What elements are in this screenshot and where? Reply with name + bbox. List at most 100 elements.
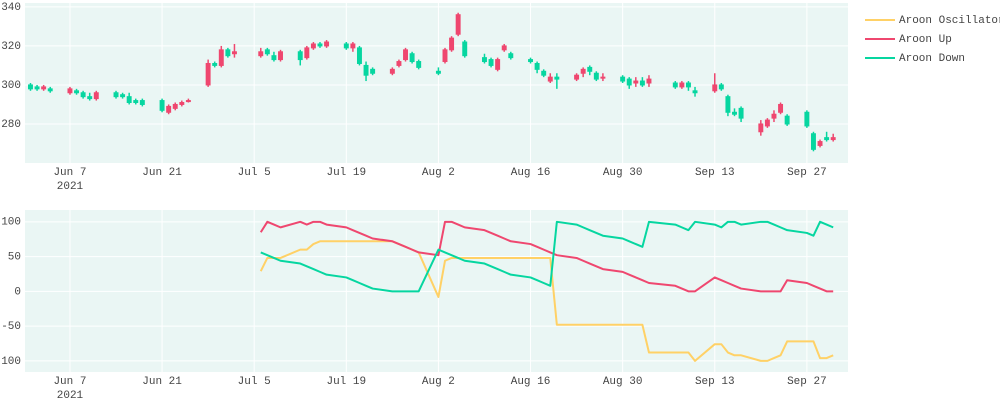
candle-body (310, 43, 316, 49)
candle-body (363, 64, 369, 76)
candle-body (159, 100, 165, 111)
candle-body (462, 41, 468, 57)
x-tick-label: Jun 7 (53, 376, 86, 388)
y-tick-label: 320 (1, 41, 21, 53)
candle-body (41, 86, 47, 90)
x-tick-label: Sep 27 (787, 376, 827, 388)
candle-body (758, 123, 764, 133)
candle-body (574, 74, 580, 80)
candle-body (442, 49, 448, 63)
candle-body (554, 76, 560, 80)
candle-body (218, 49, 224, 66)
x-tick-label: Jun 21 (142, 376, 182, 388)
x-year-label: 2021 (57, 390, 84, 400)
candle-body (639, 80, 645, 86)
x-tick-label: Jun 21 (142, 167, 182, 179)
candle-body (350, 43, 356, 49)
candle-body (732, 111, 737, 115)
x-tick-label: Jul 5 (238, 376, 271, 388)
candle-body (370, 68, 376, 74)
legend-label: Aroon Up (899, 34, 952, 46)
candle-body (449, 37, 455, 51)
x-tick-label: Sep 13 (695, 376, 735, 388)
series-line (259, 240, 834, 362)
x-tick-label: Aug 30 (603, 167, 643, 179)
x-tick-label: Aug 30 (603, 376, 643, 388)
x-tick-label: Jul 19 (326, 167, 366, 179)
candle-body (80, 92, 86, 98)
x-year-label: 2021 (57, 181, 84, 193)
legend-label: Aroon Down (899, 53, 965, 65)
candle-body (620, 76, 626, 82)
candle-body (396, 61, 402, 66)
candle-body (541, 70, 547, 76)
x-tick-label: Jul 19 (326, 376, 366, 388)
candle-body (28, 84, 33, 90)
y-tick-label: 50 (8, 251, 21, 263)
y-tick-label: -100 (0, 356, 21, 368)
candle-body (508, 53, 514, 59)
candle-body (679, 82, 685, 88)
candle-body (264, 49, 270, 55)
x-tick-label: Aug 16 (511, 376, 551, 388)
candle-body (810, 133, 816, 150)
candle-body (185, 100, 191, 103)
candle-body (74, 90, 80, 94)
candle-body (317, 43, 323, 47)
candle-body (389, 68, 395, 74)
candle-body (87, 96, 93, 100)
candle-body (672, 82, 678, 88)
candle-body (580, 68, 586, 74)
y-tick-label: 100 (1, 217, 21, 229)
y-tick-label: 280 (1, 119, 21, 131)
candle-body (633, 80, 639, 84)
candle-body (324, 41, 330, 47)
x-tick-label: Sep 27 (787, 167, 827, 179)
candle-body (416, 61, 422, 68)
candle-body (738, 107, 744, 119)
candle-body (771, 113, 777, 119)
candle-body (179, 102, 185, 105)
candle-body (212, 62, 218, 66)
candle-body (133, 100, 139, 104)
candle-body (501, 45, 507, 51)
candle-body (356, 47, 362, 64)
candle-body (593, 72, 599, 80)
candle-body (764, 119, 770, 127)
candle-body (488, 59, 494, 66)
candle-body (830, 137, 836, 141)
candle-body (271, 55, 277, 61)
candle-body (258, 51, 264, 57)
candle-body (495, 59, 501, 70)
plot-background (25, 3, 848, 163)
candle-body (778, 103, 784, 113)
x-tick-label: Aug 2 (422, 167, 455, 179)
x-tick-label: Aug 2 (422, 376, 455, 388)
candle-body (403, 49, 408, 61)
candle-body (113, 92, 119, 98)
candle-body (172, 103, 178, 109)
y-tick-label: 0 (14, 286, 21, 298)
candle-body (47, 88, 53, 92)
candle-body (231, 51, 237, 55)
candle-body (718, 84, 724, 90)
y-tick-label: 300 (1, 80, 21, 92)
candle-body (692, 90, 698, 94)
candle-body (587, 66, 593, 72)
candle-body (34, 86, 40, 90)
candle-body (93, 92, 99, 100)
candle-body (166, 105, 172, 113)
candle-body (139, 100, 145, 105)
candle-body (435, 70, 441, 74)
x-tick-label: Jul 5 (238, 167, 271, 179)
candle-body (225, 49, 231, 57)
legend-label: Aroon Oscillator (899, 15, 1000, 27)
y-tick-label: -50 (1, 321, 21, 333)
candle-body (528, 59, 534, 63)
candle-body (817, 141, 823, 146)
candle-body (482, 57, 487, 63)
candle-body (343, 43, 349, 49)
x-tick-label: Aug 16 (511, 167, 551, 179)
candle-body (455, 14, 461, 35)
